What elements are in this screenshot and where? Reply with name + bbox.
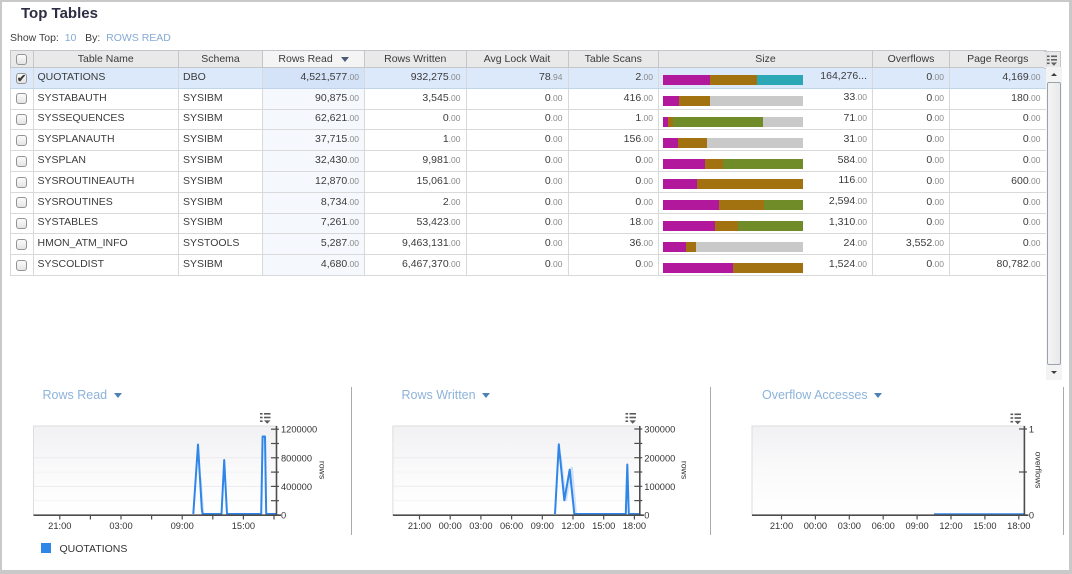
svg-text:overflows: overflows bbox=[1034, 452, 1044, 489]
svg-text:03:00: 03:00 bbox=[109, 521, 132, 531]
svg-text:09:00: 09:00 bbox=[905, 521, 928, 531]
svg-text:0: 0 bbox=[1029, 511, 1034, 521]
svg-text:18:00: 18:00 bbox=[623, 521, 646, 531]
svg-text:18:00: 18:00 bbox=[1007, 521, 1030, 531]
svg-text:09:00: 09:00 bbox=[531, 521, 554, 531]
svg-text:0: 0 bbox=[281, 511, 286, 521]
svg-text:12:00: 12:00 bbox=[561, 521, 584, 531]
svg-text:200000: 200000 bbox=[644, 454, 675, 464]
svg-text:21:00: 21:00 bbox=[770, 521, 793, 531]
svg-text:0: 0 bbox=[644, 511, 649, 521]
svg-text:400000: 400000 bbox=[281, 482, 312, 492]
svg-text:06:00: 06:00 bbox=[872, 521, 895, 531]
svg-text:300000: 300000 bbox=[644, 425, 675, 435]
svg-text:15:00: 15:00 bbox=[232, 521, 255, 531]
svg-text:06:00: 06:00 bbox=[500, 521, 523, 531]
svg-text:1: 1 bbox=[1029, 425, 1034, 435]
svg-text:00:00: 00:00 bbox=[804, 521, 827, 531]
svg-text:21:00: 21:00 bbox=[408, 521, 431, 531]
svg-text:15:00: 15:00 bbox=[973, 521, 996, 531]
svg-text:15:00: 15:00 bbox=[592, 521, 615, 531]
svg-text:21:00: 21:00 bbox=[48, 521, 71, 531]
svg-text:03:00: 03:00 bbox=[838, 521, 861, 531]
svg-text:800000: 800000 bbox=[281, 454, 312, 464]
svg-text:rows: rows bbox=[318, 461, 328, 480]
svg-text:03:00: 03:00 bbox=[469, 521, 492, 531]
svg-text:1200000: 1200000 bbox=[281, 425, 317, 435]
svg-text:100000: 100000 bbox=[644, 482, 675, 492]
svg-text:00:00: 00:00 bbox=[439, 521, 462, 531]
svg-text:rows: rows bbox=[680, 461, 690, 480]
svg-text:09:00: 09:00 bbox=[171, 521, 194, 531]
svg-text:12:00: 12:00 bbox=[939, 521, 962, 531]
